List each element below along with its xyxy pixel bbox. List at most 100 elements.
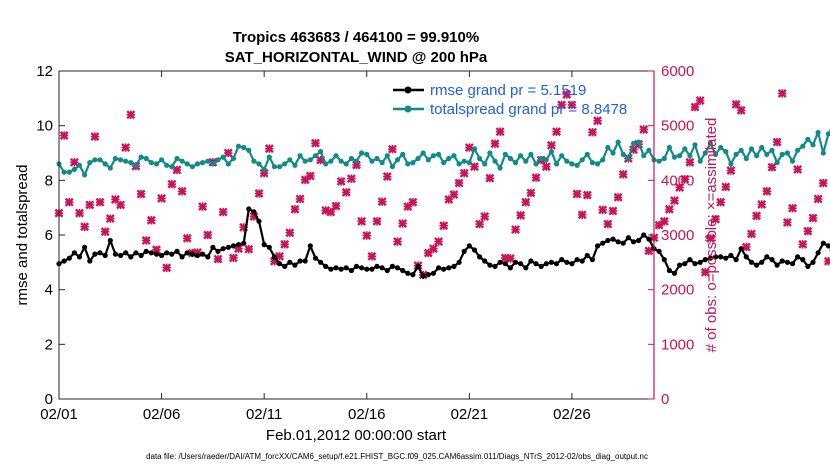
totalspread-point bbox=[559, 153, 565, 159]
obs-count-marker bbox=[305, 171, 315, 181]
obs-count-marker bbox=[562, 90, 572, 99]
rmse-point bbox=[369, 266, 375, 272]
totalspread-point bbox=[625, 155, 632, 162]
obs-count-marker bbox=[203, 230, 213, 240]
totalspread-point bbox=[369, 158, 375, 164]
rmse-point bbox=[246, 206, 252, 212]
chart-title: Tropics 463683 / 464100 = 99.910% bbox=[233, 29, 479, 46]
rmse-point bbox=[487, 262, 493, 268]
obs-count-marker bbox=[326, 207, 336, 217]
obs-count-marker bbox=[146, 215, 156, 225]
totalspread-point bbox=[189, 164, 195, 170]
totalspread-point bbox=[271, 164, 277, 170]
totalspread-point bbox=[112, 155, 118, 162]
obs-count-marker bbox=[505, 254, 515, 263]
totalspread-point bbox=[502, 151, 508, 157]
obs-count-marker bbox=[377, 197, 387, 207]
rmse-point bbox=[353, 263, 360, 269]
x-tick-label: 02/16 bbox=[348, 406, 386, 423]
totalspread-point bbox=[446, 155, 452, 162]
rmse-point bbox=[430, 270, 436, 276]
totalspread-point bbox=[241, 144, 247, 151]
obs-count-marker bbox=[459, 168, 469, 178]
obs-count-marker bbox=[767, 162, 777, 172]
totalspread-point bbox=[251, 158, 257, 164]
totalspread-point bbox=[456, 161, 462, 167]
totalspread-point bbox=[482, 161, 488, 167]
obs-count-marker bbox=[141, 236, 151, 245]
obs-count-marker bbox=[387, 144, 397, 154]
obs-count-marker bbox=[177, 186, 187, 196]
rmse-point bbox=[256, 218, 262, 224]
rmse-point bbox=[754, 262, 760, 268]
rmse-point bbox=[687, 257, 693, 263]
totalspread-point bbox=[164, 162, 170, 168]
obs-count-marker bbox=[721, 182, 731, 192]
totalspread-point bbox=[415, 155, 421, 162]
obs-count-marker bbox=[182, 233, 192, 243]
rmse-point bbox=[389, 263, 395, 269]
obs-count-marker bbox=[639, 125, 649, 134]
rmse-point bbox=[456, 259, 462, 265]
totalspread-point bbox=[784, 150, 791, 156]
totalspread-point bbox=[220, 154, 226, 160]
totalspread-point bbox=[800, 143, 806, 149]
totalspread-point bbox=[538, 155, 544, 162]
obs-count-marker bbox=[495, 127, 505, 137]
obs-count-marker bbox=[546, 140, 556, 150]
obs-count-marker bbox=[449, 190, 459, 199]
rmse-point bbox=[825, 243, 830, 249]
rmse-point bbox=[774, 262, 780, 268]
x-tick-label: 02/26 bbox=[553, 406, 591, 423]
obs-count-marker bbox=[788, 203, 797, 213]
obs-count-marker bbox=[393, 237, 402, 247]
obs-count-marker bbox=[454, 178, 464, 188]
rmse-point bbox=[128, 254, 134, 260]
totalspread-point bbox=[533, 161, 539, 167]
rmse-point bbox=[795, 254, 801, 260]
rmse-point bbox=[630, 239, 637, 245]
rmse-point bbox=[97, 250, 103, 256]
rmse-point bbox=[133, 250, 139, 256]
obs-count-marker bbox=[341, 187, 351, 197]
totalspread-point bbox=[697, 158, 703, 164]
totalspread-point bbox=[410, 160, 416, 166]
obs-count-marker bbox=[331, 201, 341, 211]
rmse-point bbox=[179, 254, 185, 260]
rmse-point bbox=[713, 254, 719, 260]
rmse-point bbox=[759, 259, 765, 265]
obs-count-marker bbox=[685, 157, 695, 167]
rmse-point bbox=[200, 251, 206, 257]
obs-count-marker bbox=[480, 211, 490, 221]
totalspread-point bbox=[600, 157, 606, 163]
obs-count-marker bbox=[577, 210, 587, 220]
totalspread-point bbox=[630, 140, 637, 146]
rmse-point bbox=[707, 255, 714, 261]
obs-count-marker bbox=[711, 214, 721, 224]
totalspread-point bbox=[307, 157, 313, 163]
obs-count-marker bbox=[716, 197, 726, 207]
totalspread-point bbox=[302, 158, 308, 164]
obs-count-marker bbox=[398, 219, 408, 228]
y-tick-label: 6 bbox=[45, 227, 53, 244]
obs-count-marker bbox=[526, 188, 536, 198]
obs-count-marker bbox=[126, 110, 136, 120]
totalspread-point bbox=[348, 155, 354, 162]
totalspread-point bbox=[312, 153, 319, 159]
totalspread-point bbox=[353, 158, 360, 164]
totalspread-point bbox=[671, 154, 678, 160]
totalspread-point bbox=[179, 158, 185, 164]
obs-count-marker bbox=[213, 254, 223, 264]
obs-count-marker bbox=[521, 197, 531, 207]
totalspread-point bbox=[323, 161, 329, 167]
y-axis-label: rmse and totalspread bbox=[14, 165, 31, 306]
legend-rmse-label: rmse grand pr = 5.1519 bbox=[430, 82, 586, 99]
totalspread-point bbox=[477, 155, 483, 162]
rmse-point bbox=[733, 257, 739, 263]
totalspread-point bbox=[184, 161, 190, 167]
obs-count-marker bbox=[813, 194, 823, 204]
y-tick-label: 0 bbox=[45, 391, 53, 408]
totalspread-point bbox=[71, 166, 77, 172]
obs-count-marker bbox=[516, 210, 526, 220]
rmse-point bbox=[384, 267, 390, 274]
